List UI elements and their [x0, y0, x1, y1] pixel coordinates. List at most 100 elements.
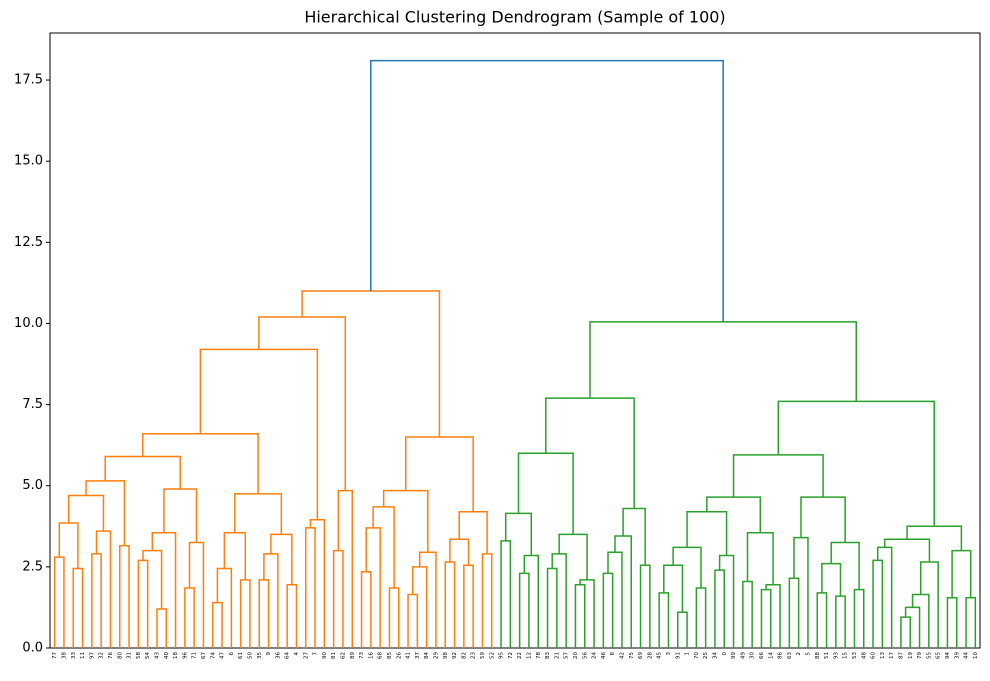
- dendrogram-link: [332, 549, 344, 648]
- x-tick-label: 55: [926, 652, 932, 659]
- x-tick-label: 27: [303, 652, 309, 659]
- dendrogram-link: [686, 510, 728, 556]
- y-tick-label: 5.0: [22, 478, 43, 493]
- dendrogram-link: [872, 559, 884, 648]
- dendrogram-link: [104, 455, 181, 489]
- dendrogram-link: [286, 583, 298, 648]
- x-tick-label: 82: [461, 652, 467, 659]
- x-tick-label: 89: [350, 652, 356, 659]
- x-tick-label: 43: [154, 652, 160, 659]
- dendrogram-link: [546, 567, 558, 648]
- dendrogram-link: [212, 601, 223, 648]
- dendrogram-link: [504, 512, 533, 556]
- x-tick-label: 61: [238, 652, 244, 659]
- x-tick-label: 46: [601, 652, 607, 659]
- dendrogram-link: [258, 579, 270, 648]
- y-tick-label: 0.0: [22, 641, 43, 656]
- x-tick-label: 19: [908, 652, 914, 659]
- chart-title: Hierarchical Clustering Dendrogram (Samp…: [304, 8, 725, 27]
- dendrogram-link: [199, 348, 319, 520]
- x-tick-label: 69: [638, 652, 644, 659]
- x-tick-label: 85: [387, 652, 393, 659]
- dendrogram-link: [574, 583, 586, 648]
- x-tick-label: 91: [675, 652, 681, 659]
- dendrogram-link: [67, 494, 105, 532]
- dendrogram-link: [188, 541, 205, 648]
- x-tick-label: 51: [824, 652, 830, 659]
- dendrogram-link: [607, 551, 623, 648]
- x-tick-label: 34: [712, 652, 718, 659]
- dendrogram-link: [551, 553, 567, 648]
- x-tick-label: 62: [340, 652, 346, 659]
- x-tick-label: 74: [210, 652, 216, 659]
- x-tick-label: 93: [833, 652, 839, 659]
- dendrogram-link: [746, 532, 774, 585]
- dendrogram-link: [463, 564, 474, 648]
- x-tick-label: 13: [880, 652, 886, 659]
- dendrogram-link: [946, 596, 958, 648]
- dendrogram-link: [411, 566, 428, 648]
- y-tick-label: 7.5: [22, 397, 43, 412]
- dendrogram-link: [951, 549, 972, 598]
- dendrogram-link: [458, 510, 488, 554]
- x-tick-label: 99: [731, 652, 737, 659]
- dendrogram-link: [156, 608, 167, 648]
- x-tick-label: 65: [936, 652, 942, 659]
- x-tick-label: 70: [694, 652, 700, 659]
- x-tick-label: 94: [945, 652, 951, 659]
- x-tick-label: 41: [406, 652, 412, 659]
- dendrogram-link: [677, 611, 688, 648]
- x-tick-label: 45: [657, 652, 663, 659]
- x-tick-label: 96: [182, 652, 188, 659]
- y-tick-label: 17.5: [14, 73, 43, 88]
- dendrogram-link: [234, 493, 283, 535]
- dendrogram-link: [388, 587, 400, 648]
- dendrogram-link: [58, 522, 79, 569]
- x-tick-label: 5: [805, 652, 811, 656]
- x-tick-label: 87: [898, 652, 904, 659]
- x-tick-label: 31: [127, 652, 133, 659]
- dendrogram-link: [305, 527, 316, 648]
- dendrogram-link: [658, 592, 670, 648]
- x-tick-label: 59: [480, 652, 486, 659]
- dendrogram-link: [141, 433, 259, 494]
- dendrogram-link: [449, 538, 470, 566]
- x-tick-label: 76: [108, 652, 114, 659]
- dendrogram-link: [365, 527, 381, 648]
- dendrogram-link: [793, 536, 809, 648]
- dendrogram-link: [523, 554, 539, 648]
- dendrogram-link: [360, 570, 372, 648]
- x-tick-label: 35: [257, 652, 263, 659]
- x-tick-label: 10: [973, 652, 979, 659]
- x-tick-label: 18: [173, 652, 179, 659]
- x-tick-label: 30: [750, 652, 756, 659]
- dendrogram-link: [137, 559, 149, 648]
- x-tick-label: 75: [629, 652, 635, 659]
- dendrogram-link: [53, 556, 65, 648]
- dendrogram-link: [517, 452, 574, 535]
- x-tick-label: 37: [415, 652, 421, 659]
- x-tick-label: 95: [499, 652, 505, 659]
- dendrogram-link: [372, 506, 395, 588]
- dendrogram-link: [382, 489, 429, 553]
- x-tick-label: 68: [378, 652, 384, 659]
- dendrogram-link: [223, 532, 247, 580]
- x-tick-label: 17: [889, 652, 895, 659]
- x-tick-label: 24: [592, 652, 598, 659]
- x-tick-label: 72: [508, 652, 514, 659]
- x-tick-label: 42: [619, 652, 625, 659]
- x-tick-label: 81: [331, 652, 337, 659]
- dendrogram-link: [742, 580, 753, 648]
- dendrogram-link: [151, 532, 177, 648]
- dendrogram-link: [906, 525, 963, 551]
- dendrogram-link: [821, 562, 842, 597]
- x-tick-label: 11: [80, 652, 86, 659]
- dendrogram-link: [85, 480, 126, 546]
- x-tick-label: 53: [852, 652, 858, 659]
- dendrogram-link: [263, 553, 279, 648]
- dendrogram-link: [718, 554, 735, 648]
- dendrogram-link: [853, 588, 865, 648]
- x-tick-label: 98: [443, 652, 449, 659]
- x-tick-label: 56: [582, 652, 588, 659]
